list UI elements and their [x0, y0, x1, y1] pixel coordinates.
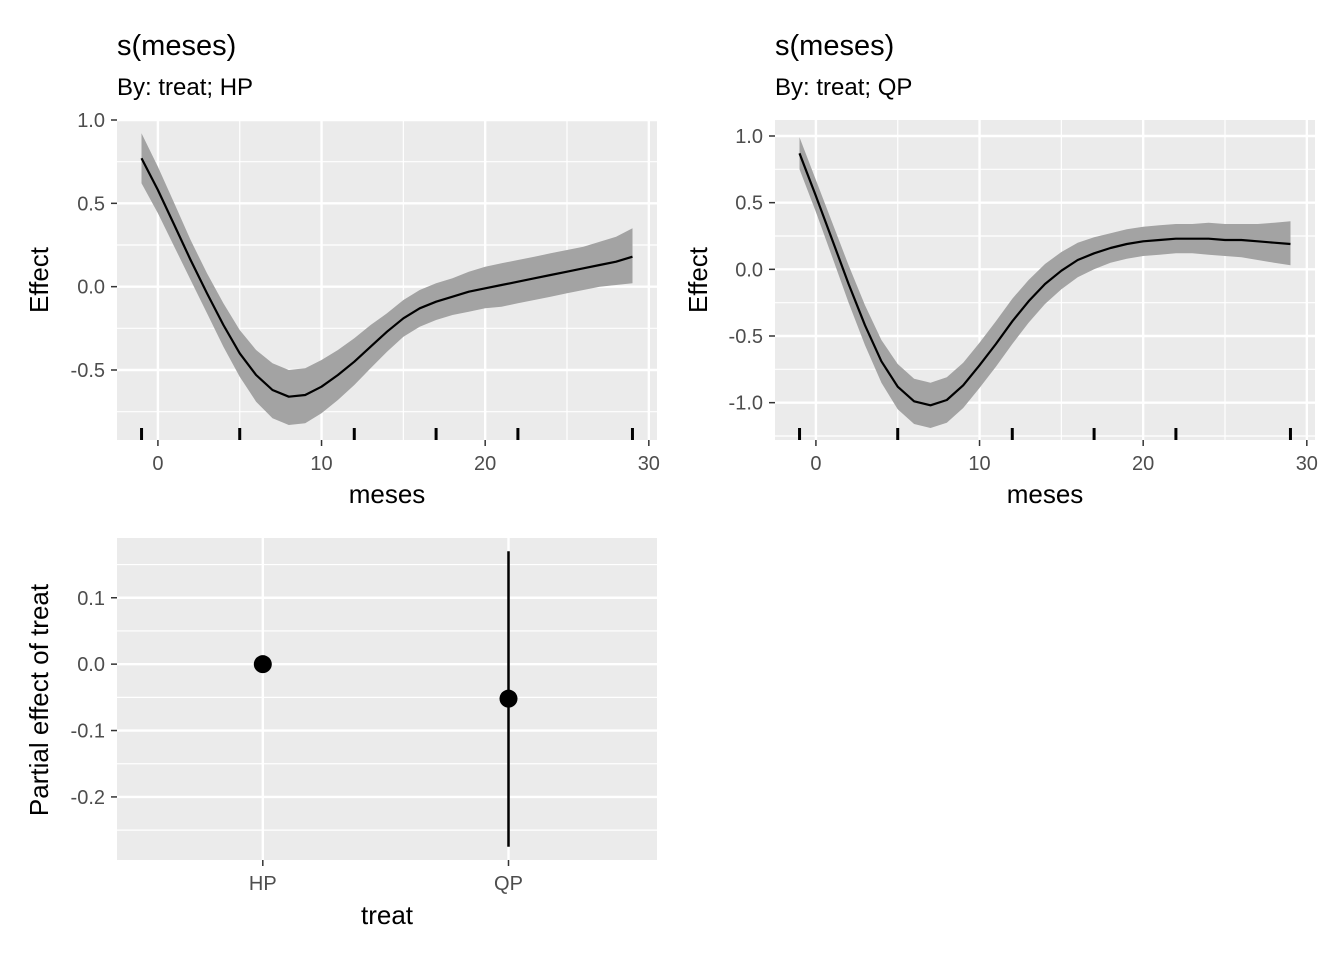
panel-treat-x-axis: HP QP — [249, 860, 523, 895]
panel-treat-points — [253, 551, 518, 847]
p1-y-tick-label: -1.0 — [729, 393, 763, 415]
p2-y-tick-label: -0.2 — [71, 787, 105, 809]
p0-x-tick-label: 30 — [638, 453, 660, 475]
p2-y-tick-label: -0.1 — [71, 721, 105, 743]
p0-x-tick-label: 10 — [310, 453, 332, 475]
panel-treat-y-axis: -0.2 -0.1 0.0 0.1 — [71, 588, 117, 809]
panel-qp-x-label: meses — [1007, 479, 1084, 509]
p2-x-tick-label: QP — [494, 873, 523, 895]
p1-x-tick-label: 0 — [810, 453, 821, 475]
p2-x-tick-label: HP — [249, 873, 277, 895]
panel-qp: s(meses) By: treat; QP 0 10 20 30 -1.0 -0.5 0… — [683, 30, 1318, 509]
p1-y-tick-label: 0.5 — [735, 193, 763, 215]
p1-y-tick-label: 0.0 — [735, 259, 763, 281]
p1-x-tick-label: 10 — [968, 453, 990, 475]
panel-qp-rug — [798, 428, 1292, 440]
p2-point-QP — [499, 689, 518, 708]
panel-hp-y-label: Effect — [24, 246, 54, 313]
panel-treat-y-label: Partial effect of treat — [24, 583, 54, 816]
p2-y-tick-label: 0.0 — [77, 654, 105, 676]
panel-qp-smooth-line — [798, 152, 1291, 407]
panel-qp-y-label: Effect — [683, 246, 713, 313]
panel-qp-title: s(meses) — [775, 30, 894, 62]
panel-hp-title: s(meses) — [117, 30, 236, 62]
panel-hp: s(meses) By: treat; HP 0 10 20 30 -0.5 0.0 0.… — [24, 30, 660, 509]
panel-hp-subtitle: By: treat; HP — [117, 74, 253, 101]
p1-x-tick-label: 20 — [1132, 453, 1154, 475]
panel-qp-subtitle: By: treat; QP — [775, 74, 912, 101]
panel-hp-rug — [140, 428, 634, 440]
panel-hp-x-axis: 0 10 20 30 — [152, 440, 660, 475]
p1-y-tick-label: -0.5 — [729, 326, 763, 348]
p0-x-tick-label: 0 — [152, 453, 163, 475]
panel-treat-gridlines — [117, 538, 657, 860]
panel-hp-y-axis: -0.5 0.0 0.5 1.0 — [71, 110, 117, 382]
panel-hp-smooth-line — [140, 157, 633, 398]
panel-qp-y-axis: -1.0 -0.5 0.0 0.5 1.0 — [729, 126, 775, 415]
panel-treat-plot-area — [117, 538, 657, 860]
p0-y-tick-label: 0.5 — [77, 193, 105, 215]
p0-x-tick-label: 20 — [474, 453, 496, 475]
p0-y-tick-label: -0.5 — [71, 360, 105, 382]
p2-y-tick-label: 0.1 — [77, 588, 105, 610]
p0-y-tick-label: 1.0 — [77, 110, 105, 132]
panel-qp-x-axis: 0 10 20 30 — [810, 440, 1318, 475]
p1-y-tick-label: 1.0 — [735, 126, 763, 148]
panel-treat: HP QP -0.2 -0.1 0.0 0.1 treat Partial effect… — [24, 538, 657, 930]
p2-point-HP — [253, 655, 272, 674]
p0-y-tick-label: 0.0 — [77, 277, 105, 299]
p1-x-tick-label: 30 — [1296, 453, 1318, 475]
p0-fit-line — [140, 157, 633, 398]
panel-treat-x-label: treat — [361, 900, 414, 930]
panel-hp-x-label: meses — [349, 479, 426, 509]
p1-fit-line — [798, 152, 1291, 407]
panel-hp-gridlines — [117, 118, 657, 440]
